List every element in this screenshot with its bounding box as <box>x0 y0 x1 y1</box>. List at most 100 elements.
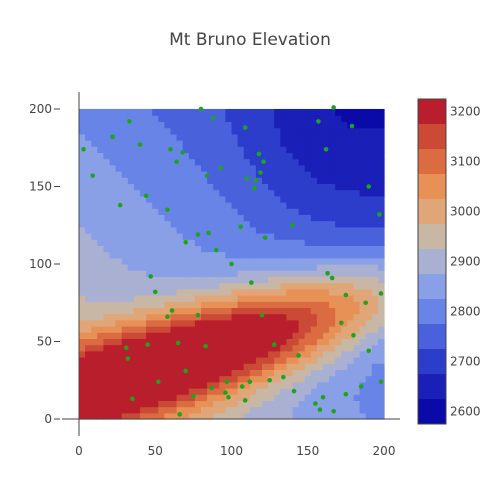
contour-cell <box>170 412 178 420</box>
contour-cell <box>201 388 208 395</box>
contour-cell <box>115 288 123 296</box>
contour-cell <box>365 357 373 364</box>
contour-cell <box>103 319 111 327</box>
contour-cell <box>280 214 287 222</box>
contour-cell <box>158 195 165 203</box>
contour-cell <box>286 140 294 147</box>
contour-cell <box>176 326 184 333</box>
contour-cell <box>335 301 342 308</box>
contour-cell <box>268 400 275 408</box>
contour-cell <box>365 115 373 122</box>
contour-cell <box>237 121 245 129</box>
contour-cell <box>365 264 373 271</box>
contour-cell <box>219 245 226 253</box>
contour-cell <box>201 264 208 271</box>
contour-cell <box>298 295 306 302</box>
contour-cell <box>323 338 330 346</box>
contour-cell <box>353 282 361 290</box>
contour-cell <box>109 301 117 308</box>
contour-cell <box>298 109 306 116</box>
contour-cell <box>201 257 208 265</box>
contour-cell <box>213 388 220 395</box>
contour-cell <box>255 115 263 122</box>
contour-cell <box>335 307 342 315</box>
contour-cell <box>140 140 147 147</box>
contour-cell <box>225 208 233 215</box>
contour-cell <box>353 412 361 420</box>
contour-cell <box>292 195 300 203</box>
contour-cell <box>262 226 269 234</box>
contour-cell <box>298 332 306 339</box>
contour-cell <box>237 369 245 377</box>
contour-cell <box>335 202 342 209</box>
contour-cell <box>133 127 141 135</box>
contour-cell <box>304 363 312 370</box>
contour-cell <box>353 257 361 265</box>
contour-cell <box>103 381 111 389</box>
contour-cell <box>194 183 202 191</box>
contour-cell <box>243 326 251 333</box>
contour-cell <box>188 332 196 339</box>
contour-cell <box>353 202 361 209</box>
contour-cell <box>188 164 196 172</box>
contour-cell <box>329 319 336 327</box>
contour-cell <box>140 319 147 327</box>
contour-cell <box>268 183 275 191</box>
contour-cell <box>335 394 342 401</box>
contour-cell <box>213 257 220 265</box>
colorbar-band <box>418 224 446 249</box>
contour-cell <box>249 313 257 321</box>
contour-cell <box>255 369 263 377</box>
contour-cell <box>207 301 214 308</box>
contour-cell <box>152 319 159 327</box>
contour-cell <box>213 357 220 364</box>
contour-cell <box>304 140 312 147</box>
contour-cell <box>377 313 385 321</box>
contour-cell <box>79 109 86 116</box>
contour-cell <box>292 326 300 333</box>
contour-cell <box>170 121 178 129</box>
contour-cell <box>280 313 287 321</box>
contour-cell <box>182 264 190 271</box>
contour-cell <box>304 239 312 246</box>
colorbar-tick-label: 3200 <box>450 105 481 119</box>
contour-cell <box>377 177 385 184</box>
contour-cell <box>304 381 312 389</box>
contour-cell <box>231 270 239 277</box>
contour-cell <box>280 220 287 228</box>
contour-cell <box>201 381 208 389</box>
contour-cell <box>353 158 361 166</box>
contour-cell <box>377 344 385 352</box>
contour-cell <box>140 202 147 209</box>
contour-cell <box>310 344 318 352</box>
contour-cell <box>188 220 196 228</box>
contour-cell <box>79 140 86 147</box>
contour-cell <box>103 406 111 414</box>
contour-cell <box>316 319 324 327</box>
contour-cell <box>176 140 184 147</box>
contour-cell <box>213 183 220 191</box>
contour-cell <box>152 158 159 166</box>
contour-cell <box>170 282 178 290</box>
contour-cell <box>201 319 208 327</box>
contour-cell <box>377 363 385 370</box>
contour-cell <box>304 282 312 290</box>
contour-cell <box>274 332 281 339</box>
contour-cell <box>243 412 251 420</box>
contour-cell <box>231 245 239 253</box>
contour-cell <box>255 140 263 147</box>
contour-cell <box>207 177 214 184</box>
contour-cell <box>353 183 361 191</box>
contour-cell <box>85 257 92 265</box>
contour-cell <box>335 195 342 203</box>
contour-cell <box>213 195 220 203</box>
contour-cell <box>365 121 373 129</box>
contour-cell <box>91 195 98 203</box>
contour-cell <box>268 276 275 284</box>
contour-cell <box>316 338 324 346</box>
contour-cell <box>323 208 330 215</box>
contour-cell <box>304 214 312 222</box>
contour-cell <box>85 363 92 370</box>
contour-cell <box>231 208 239 215</box>
contour-cell <box>146 164 153 172</box>
